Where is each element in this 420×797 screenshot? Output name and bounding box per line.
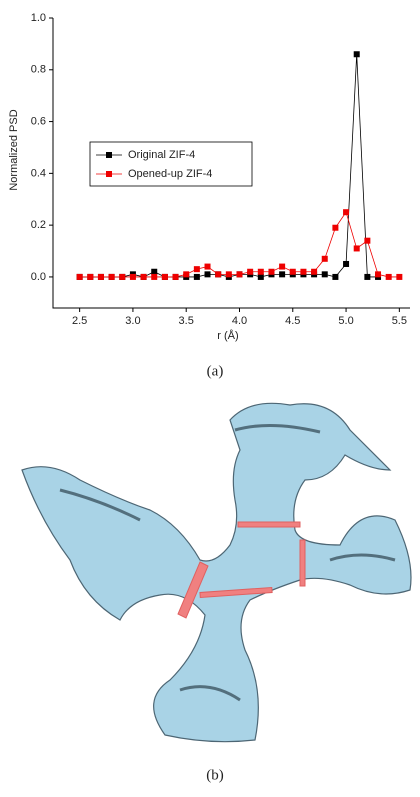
x-tick-label: 4.5 xyxy=(285,315,300,327)
x-tick-label: 4.0 xyxy=(232,315,247,327)
x-tick-label: 5.0 xyxy=(338,315,353,327)
data-point xyxy=(279,271,286,278)
data-point xyxy=(151,273,158,280)
data-point xyxy=(375,271,382,278)
legend-marker xyxy=(106,152,112,158)
data-point xyxy=(129,273,136,280)
data-point xyxy=(289,268,296,275)
legend-box xyxy=(89,141,253,187)
data-point xyxy=(204,263,211,270)
y-tick-label: 0.2 xyxy=(31,219,46,231)
y-tick-label: 0.8 xyxy=(31,64,46,76)
data-point xyxy=(332,224,339,231)
data-point xyxy=(268,268,275,275)
data-point xyxy=(353,245,360,252)
y-tick-label: 0.4 xyxy=(31,167,46,179)
data-point xyxy=(183,271,190,278)
window-marker xyxy=(177,521,306,619)
y-axis-label: Normalized PSD xyxy=(8,109,20,190)
data-point xyxy=(161,273,168,280)
axis-frame xyxy=(52,18,410,309)
data-point xyxy=(108,273,115,280)
data-point xyxy=(385,273,392,280)
data-point xyxy=(225,271,232,278)
data-point xyxy=(311,268,318,275)
data-point xyxy=(151,268,158,275)
data-point xyxy=(172,273,179,280)
data-point xyxy=(236,271,243,278)
data-point xyxy=(193,273,200,280)
data-point xyxy=(321,271,328,278)
data-point xyxy=(343,260,350,267)
data-point xyxy=(87,273,94,280)
data-point xyxy=(257,273,264,280)
data-point xyxy=(204,271,211,278)
data-point xyxy=(193,266,200,273)
data-point xyxy=(97,273,104,280)
data-point xyxy=(257,268,264,275)
panel-caption: (b) xyxy=(206,767,224,783)
legend-label: Opened-up ZIF-4 xyxy=(128,168,212,180)
data-point xyxy=(76,273,83,280)
data-point xyxy=(300,268,307,275)
data-point xyxy=(321,255,328,262)
data-point xyxy=(279,263,286,270)
data-point xyxy=(364,273,371,280)
data-point xyxy=(353,51,360,58)
data-point xyxy=(364,237,371,244)
legend-label: Original ZIF-4 xyxy=(128,149,195,161)
pore-structure xyxy=(21,402,412,743)
y-tick-label: 1.0 xyxy=(31,12,46,24)
data-point xyxy=(396,273,403,280)
x-tick-label: 3.0 xyxy=(125,315,140,327)
panel-caption: (a) xyxy=(207,363,224,379)
y-tick-label: 0.0 xyxy=(31,271,46,283)
data-point xyxy=(332,273,339,280)
series-line xyxy=(79,211,400,278)
data-point xyxy=(343,209,350,216)
legend-marker xyxy=(106,171,112,177)
y-tick-label: 0.6 xyxy=(31,115,46,127)
x-tick-label: 5.5 xyxy=(392,315,407,327)
data-point xyxy=(140,273,147,280)
data-point xyxy=(119,273,126,280)
x-axis-label: r (Å) xyxy=(217,329,238,342)
x-tick-label: 3.5 xyxy=(179,315,194,327)
data-point xyxy=(215,271,222,278)
data-point xyxy=(247,268,254,275)
x-tick-label: 2.5 xyxy=(72,315,87,327)
